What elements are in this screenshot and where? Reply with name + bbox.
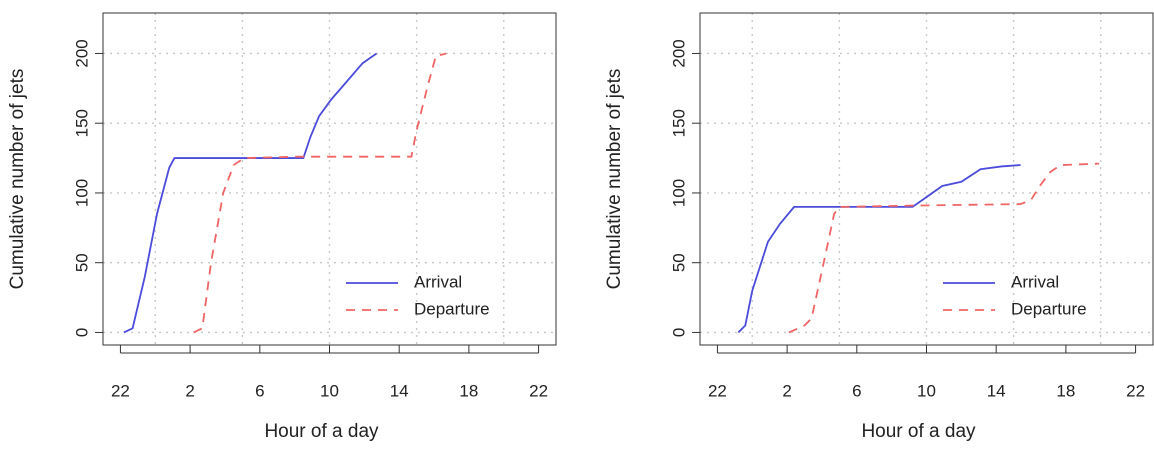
y-tick-label: 50 bbox=[72, 253, 91, 272]
x-axis-label: Hour of a day bbox=[861, 421, 976, 442]
legend-label: Arrival bbox=[414, 272, 462, 291]
x-tick-label: 2 bbox=[782, 381, 791, 400]
x-tick-label: 18 bbox=[459, 381, 478, 400]
x-tick-label: 22 bbox=[708, 381, 727, 400]
x-tick-label: 6 bbox=[255, 381, 264, 400]
y-tick-label: 0 bbox=[72, 328, 91, 337]
series-line bbox=[193, 52, 447, 334]
x-tick-label: 18 bbox=[1056, 381, 1075, 400]
x-tick-label: 14 bbox=[390, 381, 409, 400]
y-tick-label: 100 bbox=[72, 179, 91, 207]
y-tick-label: 0 bbox=[669, 328, 688, 337]
x-tick-label: 2 bbox=[185, 381, 194, 400]
y-axis-label: Cumulative number of jets bbox=[604, 69, 625, 290]
x-tick-label: 22 bbox=[1126, 381, 1145, 400]
legend-label: Arrival bbox=[1011, 272, 1059, 291]
y-tick-label: 200 bbox=[72, 39, 91, 67]
y-tick-label: 50 bbox=[669, 253, 688, 272]
legend-label: Departure bbox=[1011, 299, 1087, 318]
y-tick-label: 100 bbox=[669, 179, 688, 207]
y-tick-label: 200 bbox=[669, 39, 688, 67]
series-line bbox=[123, 52, 378, 334]
x-tick-label: 22 bbox=[529, 381, 548, 400]
x-tick-label: 6 bbox=[852, 381, 861, 400]
x-tick-label: 10 bbox=[320, 381, 339, 400]
legend-label: Departure bbox=[414, 299, 490, 318]
y-tick-label: 150 bbox=[72, 109, 91, 137]
x-tick-label: 10 bbox=[917, 381, 936, 400]
series-line bbox=[737, 164, 1021, 334]
y-tick-label: 150 bbox=[669, 109, 688, 137]
y-axis-label: Cumulative number of jets bbox=[7, 69, 28, 290]
plot-frame bbox=[699, 12, 1154, 346]
x-axis-label: Hour of a day bbox=[264, 421, 379, 442]
x-tick-label: 14 bbox=[987, 381, 1006, 400]
plot-frame bbox=[102, 12, 557, 346]
x-tick-label: 22 bbox=[111, 381, 130, 400]
series-line bbox=[788, 162, 1100, 334]
